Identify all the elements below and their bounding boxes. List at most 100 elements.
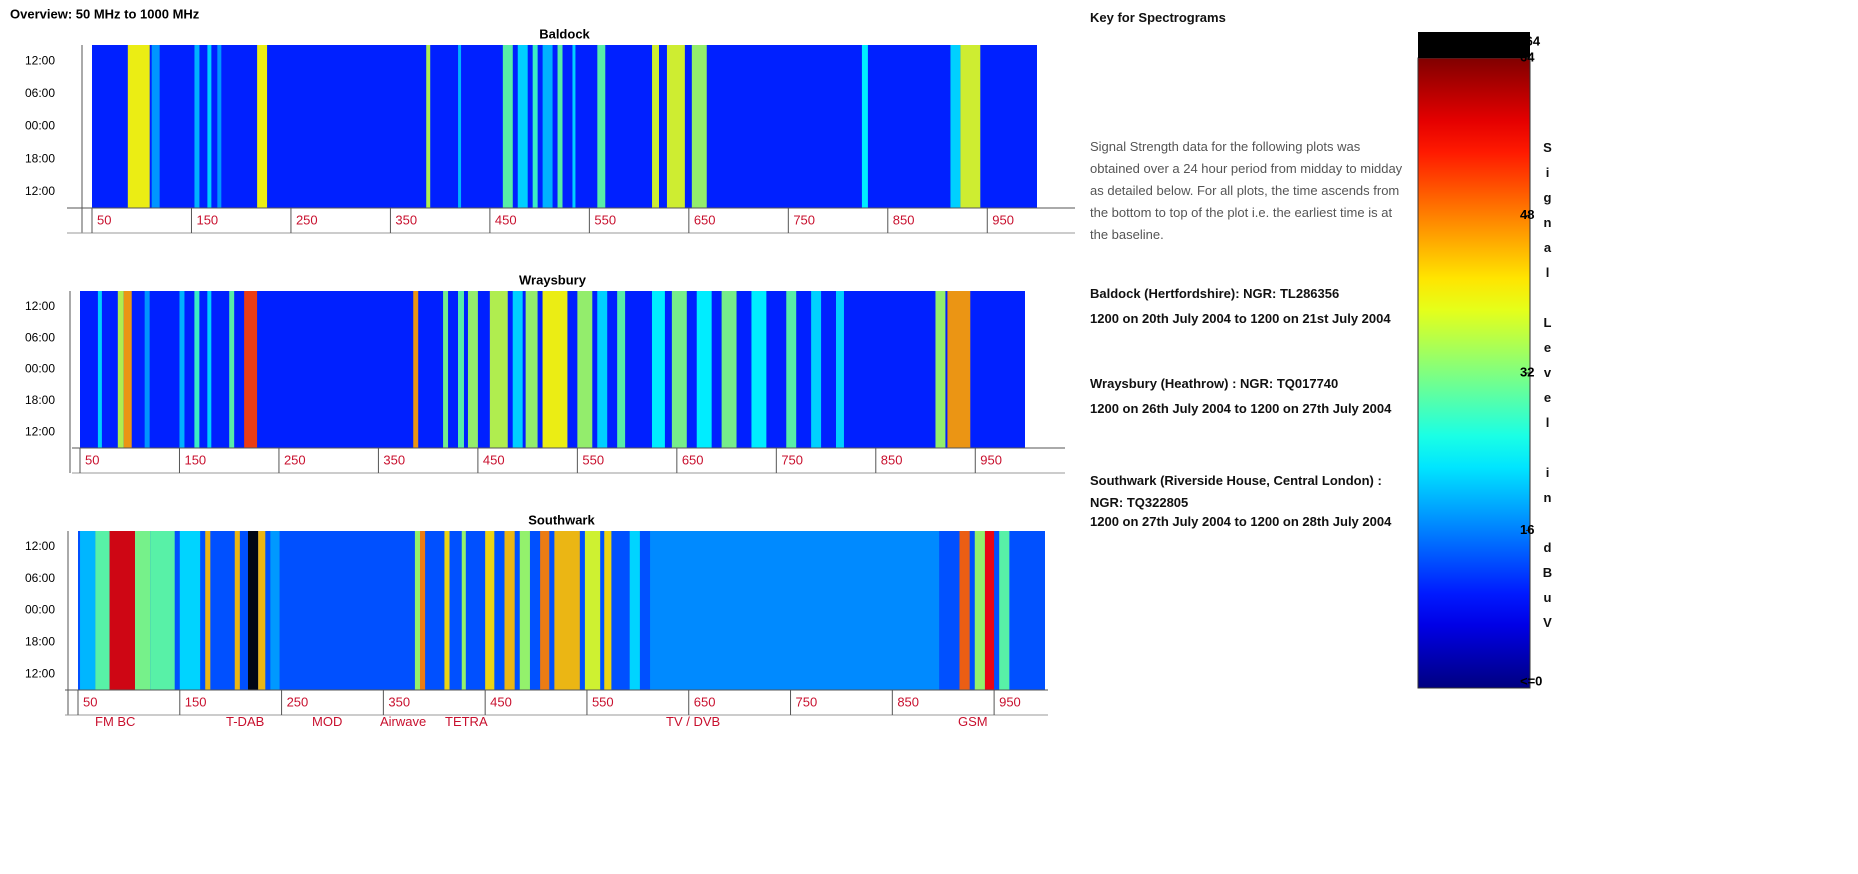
y-tick-label: 12:00	[25, 539, 55, 553]
x-tick-label: 150	[196, 212, 218, 227]
y-tick-label: 18:00	[25, 393, 55, 407]
signal-band	[124, 291, 132, 448]
x-tick-label: 350	[383, 452, 405, 467]
signal-band	[672, 291, 687, 448]
x-tick-label: 950	[980, 452, 1002, 467]
signal-band	[617, 291, 625, 448]
signal-band	[543, 45, 553, 208]
panel-title: Wraysbury	[519, 272, 587, 287]
panel-title: Southwark	[528, 512, 595, 527]
y-tick-label: 12:00	[25, 184, 55, 198]
signal-band	[630, 531, 640, 690]
signal-band	[585, 531, 600, 690]
x-tick-label: 250	[296, 212, 318, 227]
band-label: MOD	[312, 714, 342, 729]
signal-band	[413, 291, 418, 448]
x-tick-label: 750	[796, 694, 818, 709]
signal-band	[503, 45, 513, 208]
signal-band	[862, 45, 868, 208]
x-tick-label: 650	[694, 694, 716, 709]
signal-band	[95, 531, 109, 690]
signal-band	[604, 531, 611, 690]
colorbar-label: Signal Level in dBuV	[1540, 140, 1555, 640]
signal-band	[217, 45, 221, 208]
signal-band	[270, 531, 279, 690]
x-tick-label: 450	[490, 694, 512, 709]
site-dates: 1200 on 27th July 2004 to 1200 on 28th J…	[1090, 514, 1391, 529]
colorbar-overflow-label: >64	[1518, 33, 1541, 48]
x-tick-label: 550	[594, 212, 616, 227]
signal-band	[526, 291, 538, 448]
band-label: TV / DVB	[666, 714, 720, 729]
site-dates: 1200 on 26th July 2004 to 1200 on 27th J…	[1090, 401, 1391, 416]
signal-band	[722, 291, 737, 448]
y-tick-label: 06:00	[25, 330, 55, 344]
signal-band	[152, 45, 160, 208]
x-tick-label: 650	[694, 212, 716, 227]
signal-band	[572, 45, 575, 208]
signal-band	[959, 531, 969, 690]
colorbar-tick-label: 32	[1520, 364, 1534, 379]
y-tick-label: 06:00	[25, 571, 55, 585]
signal-band	[652, 291, 665, 448]
signal-band	[443, 291, 448, 448]
signal-band	[950, 45, 960, 208]
signal-band	[80, 531, 95, 690]
signal-band	[179, 291, 184, 448]
signal-band	[786, 291, 796, 448]
signal-band	[533, 45, 538, 208]
y-tick-label: 06:00	[25, 86, 55, 100]
signal-band	[985, 531, 994, 690]
x-tick-label: 550	[582, 452, 604, 467]
signal-band	[504, 531, 514, 690]
band-label: GSM	[958, 714, 988, 729]
panel-title: Baldock	[539, 26, 590, 41]
signal-band	[420, 531, 425, 690]
signal-band	[458, 45, 461, 208]
band-label: FM BC	[95, 714, 135, 729]
background-level	[92, 45, 1037, 208]
signal-band	[244, 291, 257, 448]
signal-band	[490, 291, 508, 448]
x-tick-label: 150	[184, 452, 206, 467]
y-tick-label: 12:00	[25, 299, 55, 313]
signal-band	[128, 45, 150, 208]
signal-band	[485, 531, 494, 690]
signal-band	[118, 291, 124, 448]
signal-band	[150, 531, 174, 690]
x-tick-label: 250	[284, 452, 306, 467]
colorbar-tick-label: <=0	[1520, 673, 1542, 688]
colorbar-tick-label: 64	[1520, 49, 1535, 64]
signal-band	[520, 531, 530, 690]
signal-band	[205, 531, 210, 690]
colorbar-tick-label: 16	[1520, 522, 1534, 537]
x-tick-label: 950	[992, 212, 1014, 227]
x-tick-label: 850	[893, 212, 915, 227]
x-tick-label: 50	[97, 212, 111, 227]
site-name: Southwark (Riverside House, Central Lond…	[1090, 470, 1400, 514]
signal-band	[960, 45, 980, 208]
signal-band	[229, 291, 234, 448]
x-tick-label: 50	[85, 452, 99, 467]
x-tick-label: 450	[483, 452, 505, 467]
page-title: Overview: 50 MHz to 1000 MHz	[10, 6, 200, 21]
key-intro: Signal Strength data for the following p…	[1090, 136, 1410, 246]
signal-band	[207, 45, 211, 208]
signal-band	[257, 45, 267, 208]
x-tick-label: 450	[495, 212, 517, 227]
signal-band	[180, 531, 200, 690]
x-tick-label: 250	[287, 694, 309, 709]
y-tick-label: 00:00	[25, 362, 55, 376]
x-tick-label: 750	[793, 212, 815, 227]
x-tick-label: 350	[388, 694, 410, 709]
y-tick-label: 12:00	[25, 53, 55, 67]
signal-band	[751, 291, 766, 448]
y-tick-label: 12:00	[25, 666, 55, 680]
signal-band	[540, 531, 549, 690]
x-tick-label: 150	[185, 694, 207, 709]
signal-band	[692, 45, 707, 208]
signal-band	[947, 291, 970, 448]
signal-band	[468, 291, 478, 448]
signal-band	[836, 291, 844, 448]
signal-band	[248, 531, 258, 690]
